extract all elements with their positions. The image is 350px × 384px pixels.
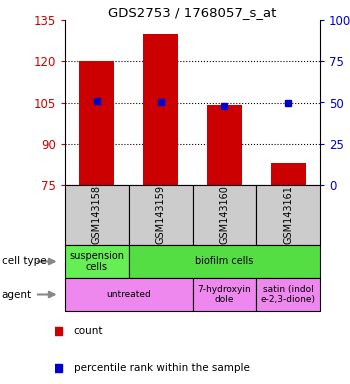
Text: satin (indol
e-2,3-dione): satin (indol e-2,3-dione) [261, 285, 316, 304]
Title: GDS2753 / 1768057_s_at: GDS2753 / 1768057_s_at [108, 6, 277, 19]
Bar [207, 105, 242, 185]
Bar [65, 278, 192, 311]
Bar [193, 278, 256, 311]
Bar [129, 185, 193, 245]
Bar [256, 278, 320, 311]
Text: GSM143159: GSM143159 [156, 185, 166, 245]
Text: percentile rank within the sample: percentile rank within the sample [74, 363, 250, 373]
Text: count: count [74, 326, 103, 336]
Text: GSM143158: GSM143158 [92, 185, 102, 245]
Text: GSM143160: GSM143160 [219, 185, 229, 245]
Text: GSM143161: GSM143161 [283, 185, 293, 245]
Bar [143, 34, 178, 185]
Bar [79, 61, 114, 185]
Text: biofilm cells: biofilm cells [195, 257, 253, 266]
Text: cell type: cell type [2, 257, 46, 266]
Text: agent: agent [2, 290, 32, 300]
Bar [65, 185, 129, 245]
Bar [256, 185, 320, 245]
Bar [129, 245, 320, 278]
Text: suspension
cells: suspension cells [69, 251, 124, 272]
Bar [193, 185, 256, 245]
Text: untreated: untreated [106, 290, 151, 299]
Bar [271, 163, 306, 185]
Text: 7-hydroxyin
dole: 7-hydroxyin dole [197, 285, 251, 304]
Bar [65, 245, 129, 278]
